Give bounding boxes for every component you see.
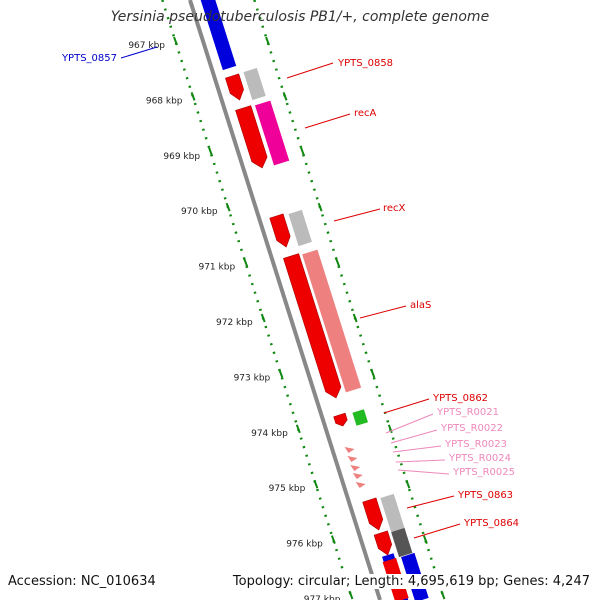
tick-mark	[243, 258, 249, 267]
cog-block-ypts0863	[380, 493, 405, 533]
cog-block-ypts0858	[243, 67, 266, 101]
tick-label: 970 kbp	[181, 207, 218, 217]
tick-mark	[330, 535, 336, 544]
label-leader	[413, 523, 461, 539]
tick-mark-outer	[265, 36, 270, 46]
gene-label[interactable]: recA	[354, 108, 377, 119]
trna-arrow	[344, 447, 355, 453]
label-leader	[304, 113, 351, 129]
trna-arrow	[350, 465, 361, 471]
genome-title: Yersinia pseudotuberculosis PB1/+, compl…	[110, 9, 490, 25]
accession-text: Accession: NC_010634	[8, 574, 156, 589]
tick-mark-outer	[405, 479, 411, 489]
cog-block-ypts0864	[391, 527, 413, 558]
cog-block-recx	[288, 209, 312, 247]
label-leader	[385, 413, 434, 434]
kbp-ruler: 967 kbp 968 kbp 969 kbp 970 kbp 971 kbp 972 k…	[128, 0, 446, 600]
gene-label[interactable]: YPTS_0862	[432, 393, 488, 404]
cog-block-alas	[302, 249, 362, 393]
genome-backbone	[188, 0, 382, 600]
tick-mark	[260, 313, 266, 323]
tick-label: 976 kbp	[286, 540, 323, 550]
label-leader	[392, 445, 442, 453]
label-leader	[390, 429, 438, 444]
label-leader	[383, 398, 430, 414]
gene-arrow-recx	[269, 213, 291, 248]
label-leader	[406, 495, 455, 509]
gene-label[interactable]: YPTS_R0025	[452, 467, 515, 478]
cog-block-reca	[254, 100, 290, 166]
gene-label[interactable]: alaS	[410, 300, 431, 311]
gene-arrow-alas	[283, 253, 342, 399]
tick-label: 967 kbp	[128, 41, 165, 51]
tick-mark	[225, 202, 231, 212]
label-leader	[395, 459, 446, 463]
tick-mark-outer	[370, 369, 376, 378]
tick-mark	[313, 479, 319, 489]
tick-mark	[190, 92, 196, 101]
trna-arrow	[355, 482, 366, 488]
tick-mark	[348, 590, 354, 600]
topology-text: Topology: circular; Length: 4,695,619 bp…	[232, 574, 590, 589]
label-leader	[286, 62, 334, 79]
tick-label: 971 kbp	[198, 263, 235, 273]
tick-mark-outer	[317, 202, 323, 212]
gene-arrow-ypts0862	[333, 412, 348, 427]
gene-labels: YPTS_0857 YPTS_0858 recA recX alaS YPTS_0862 Y…	[61, 46, 519, 539]
gene-label[interactable]: YPTS_R0022	[440, 423, 503, 434]
gene-arrow-ypts0858	[225, 73, 244, 101]
cog-block-ypts0862	[352, 409, 368, 426]
tick-mark	[173, 36, 178, 46]
gene-label[interactable]: YPTS_0858	[337, 58, 393, 69]
gene-label[interactable]: YPTS_R0021	[436, 407, 499, 418]
tick-label: 969 kbp	[163, 152, 200, 162]
tick-mark-outer	[440, 590, 446, 600]
gene-label[interactable]: YPTS_0863	[457, 490, 513, 501]
tick-label: 977 kbp	[304, 595, 341, 600]
tick-mark-outer	[335, 258, 341, 267]
label-leader	[120, 46, 158, 59]
gene-label[interactable]: YPTS_R0023	[444, 439, 507, 450]
gene-label[interactable]: YPTS_0857	[61, 53, 117, 64]
tick-mark-outer	[422, 535, 428, 544]
tick-label: 974 kbp	[251, 429, 288, 439]
trna-arrow	[352, 473, 363, 479]
tick-label: 972 kbp	[216, 318, 253, 328]
tick-mark-outer	[352, 313, 358, 323]
tick-label: 975 kbp	[269, 484, 306, 494]
gene-label[interactable]: YPTS_0864	[463, 518, 519, 529]
tick-mark-outer	[387, 424, 393, 434]
label-leader	[333, 208, 381, 222]
gene-track	[188, 0, 429, 600]
gene-arrow-reca	[235, 105, 268, 169]
gene-arrow-ypts0864	[373, 530, 393, 556]
gene-label[interactable]: recX	[383, 203, 406, 214]
trna-arrow	[347, 456, 358, 462]
gene-arrow-ypts0863	[362, 497, 384, 531]
gene-label[interactable]: YPTS_R0024	[448, 453, 511, 464]
tick-mark-outer	[300, 147, 306, 157]
label-leader	[359, 305, 407, 319]
tick-mark	[295, 424, 301, 434]
label-leader	[397, 469, 450, 475]
tick-mark	[278, 369, 284, 378]
gene-block-ypts0857	[198, 0, 237, 71]
tick-label: 973 kbp	[234, 373, 271, 383]
tick-mark	[208, 147, 214, 157]
tick-mark-outer	[282, 92, 288, 101]
tick-label: 968 kbp	[146, 96, 183, 106]
